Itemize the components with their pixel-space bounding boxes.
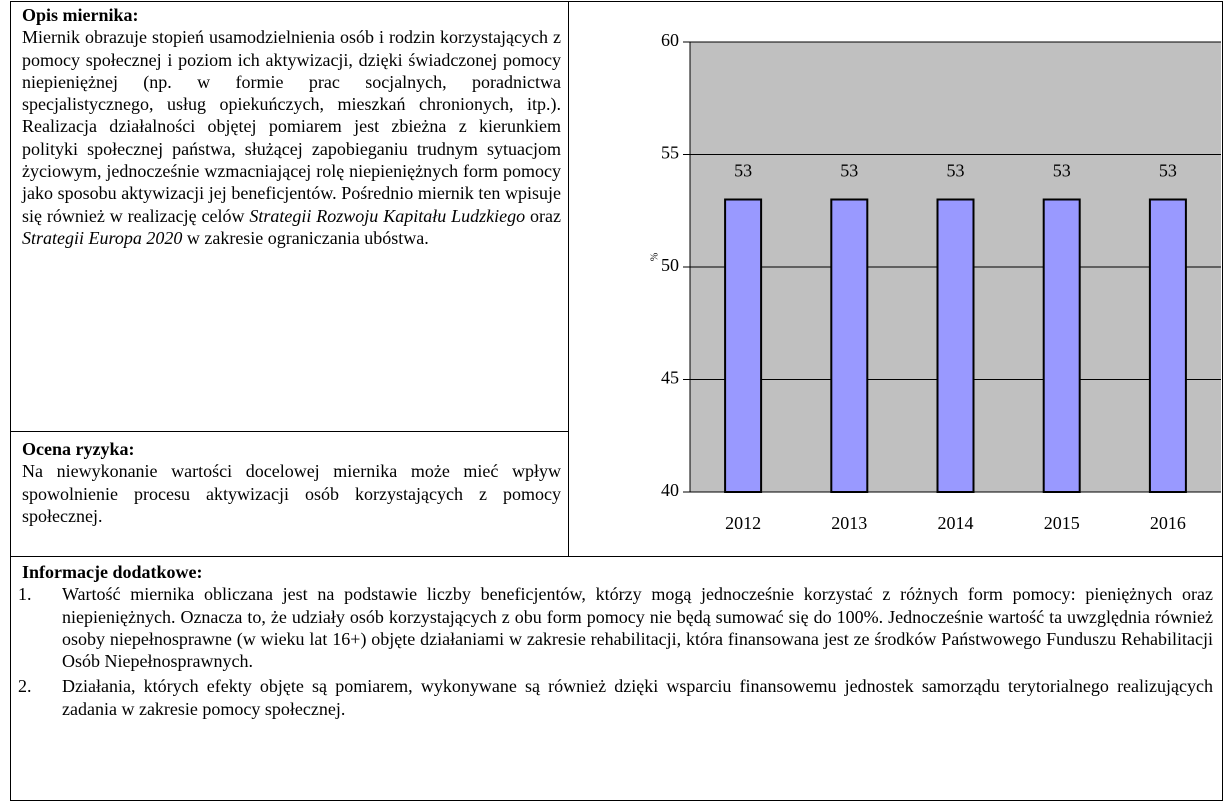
y-tick-label: 40: [661, 480, 679, 500]
bar: [1148, 198, 1187, 493]
data-label: 53: [840, 161, 858, 181]
divider: [10, 431, 569, 432]
paragraph: Miernik obrazuje stopień usamodzielnieni…: [22, 26, 561, 249]
data-label: 53: [734, 161, 752, 181]
number: 1.: [18, 584, 32, 605]
bar: [724, 198, 763, 493]
number: 2.: [18, 676, 32, 697]
bar: [1042, 198, 1081, 493]
data-label: 53: [1159, 161, 1177, 181]
list-item: 2. Działania, których efekty objęte są po…: [10, 675, 1213, 720]
y-tick-label: 55: [661, 143, 679, 163]
heading: Opis miernika:: [22, 5, 139, 25]
chart: 40 45 50 55 60% 2012 53 2013 53 2014 53 2015 53 2016 5…: [649, 30, 1221, 533]
heading: Ocena ryzyka:: [22, 439, 135, 459]
data-label: 53: [1053, 161, 1071, 181]
text: Miernik obrazuje stopień usamodzielnieni…: [22, 27, 561, 226]
y-tick-label: 60: [661, 30, 679, 50]
text: w zakresie ograniczania ubóstwa.: [182, 227, 429, 248]
y-tick-label: 45: [661, 368, 679, 388]
bar: [830, 198, 869, 493]
text: Strategii Rozwoju Kapitału Ludzkiego: [249, 205, 526, 226]
y-tick-label: 50: [661, 255, 679, 275]
x-tick-label: 2013: [831, 513, 867, 533]
text: oraz: [525, 205, 561, 226]
divider: [10, 556, 1223, 557]
bar: [936, 198, 975, 493]
y-axis-label: %: [649, 253, 660, 261]
paragraph: Na niewykonanie wartości docelowej miern…: [22, 461, 561, 526]
text: Strategii Europa 2020: [22, 227, 183, 248]
x-tick-label: 2015: [1044, 513, 1080, 533]
x-tick-label: 2014: [938, 513, 974, 533]
page: Opis miernika: Miernik obrazuje stopień …: [10, 1, 1223, 801]
ocena-cell: Ocena ryzyka: Na niewykonanie wartości d…: [10, 436, 569, 527]
text: Wartość miernika obliczana jest na podst…: [62, 584, 1213, 672]
x-tick-label: 2012: [725, 513, 761, 533]
x-tick-label: 2016: [1150, 513, 1186, 533]
data-label: 53: [947, 161, 965, 181]
divider: [10, 1, 569, 557]
informacje-cell: Informacje dodatkowe: 1. Wartość miernika…: [10, 559, 1223, 720]
heading: Informacje dodatkowe:: [22, 562, 203, 582]
text: Działania, których efekty objęte są pomi…: [62, 676, 1213, 719]
opis-cell: Opis miernika: Miernik obrazuje stopień …: [10, 2, 569, 249]
list-item: 1. Wartość miernika obliczana jest na pod…: [10, 583, 1213, 672]
